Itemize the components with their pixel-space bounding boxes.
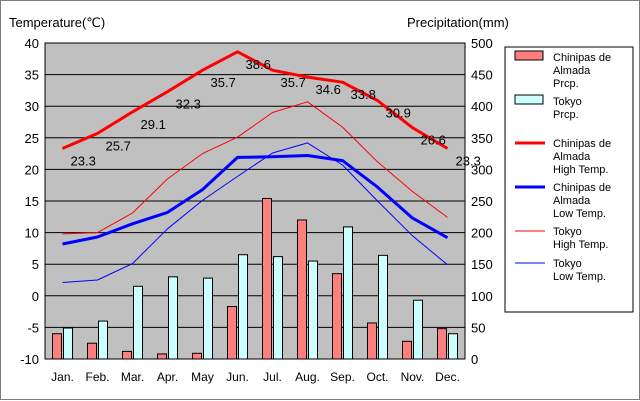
right-tick-label: 300 (471, 162, 493, 177)
x-tick-label: Oct. (366, 370, 388, 384)
right-tick-label: 250 (471, 194, 493, 209)
bar-chinipas-prcp (402, 340, 412, 360)
bar-tokyo-prcp (133, 285, 143, 360)
right-tick-label: 200 (471, 226, 493, 241)
series-line-2 (62, 101, 448, 235)
data-label: 23.3 (456, 154, 481, 169)
legend-label: Almada (553, 65, 591, 77)
legend-label: Chinipas de (553, 182, 611, 194)
x-tick-label: Apr. (157, 370, 178, 384)
bar-chinipas-prcp (157, 353, 167, 360)
legend-swatch (514, 94, 544, 105)
data-label: 35.7 (211, 75, 236, 90)
legend-label: Chinipas de (553, 138, 611, 150)
legend-label: Low Temp. (553, 208, 606, 220)
legend-label: Chinipas de (553, 52, 611, 64)
legend-label: Tokyo (553, 258, 582, 270)
plot-border (44, 42, 466, 360)
data-label: 29.1 (141, 117, 166, 132)
legend-label: Tokyo (553, 226, 582, 238)
bar-chinipas-prcp (367, 322, 377, 360)
legend-box (504, 46, 634, 313)
x-tick-label: May (191, 370, 214, 384)
right-tick-label: 50 (471, 320, 485, 335)
left-tick-label: 35 (25, 68, 39, 83)
x-tick-label: Dec. (435, 370, 460, 384)
left-tick-label: -5 (27, 320, 39, 335)
left-tick-label: 0 (32, 289, 39, 304)
series-line-0 (61, 50, 449, 150)
data-label: 34.6 (316, 82, 341, 97)
right-tick-label: 100 (471, 289, 493, 304)
data-label: 35.7 (281, 75, 306, 90)
bar-tokyo-prcp (378, 254, 388, 360)
right-axis-title: Precipitation(mm) (407, 15, 509, 30)
bar-tokyo-prcp (308, 260, 318, 360)
right-tick-label: 150 (471, 257, 493, 272)
right-tick-label: 0 (471, 352, 478, 367)
right-tick-label: 400 (471, 99, 493, 114)
legend-label: Almada (553, 151, 591, 163)
bar-tokyo-prcp (98, 320, 108, 360)
x-tick-label: Nov. (401, 370, 425, 384)
left-tick-label: 5 (32, 257, 39, 272)
legend-label: Tokyo (553, 96, 582, 108)
x-tick-label: Aug. (295, 370, 320, 384)
left-tick-label: 30 (25, 99, 39, 114)
series-line-1 (62, 154, 449, 246)
right-tick-label: 500 (471, 36, 493, 51)
bar-chinipas-prcp (437, 328, 447, 360)
data-label: 33.8 (351, 87, 376, 102)
series-line-3 (62, 142, 448, 283)
data-label: 25.7 (106, 138, 131, 153)
legend-label: Prcp. (553, 78, 579, 90)
right-tick-label: 350 (471, 131, 493, 146)
data-label: 32.3 (176, 97, 201, 112)
x-tick-label: Mar. (121, 370, 144, 384)
legend-label: Low Temp. (553, 271, 606, 283)
left-tick-label: 15 (25, 194, 39, 209)
legend-label: High Temp. (553, 239, 608, 251)
x-tick-label: Jan. (51, 370, 74, 384)
left-tick-label: 10 (25, 226, 39, 241)
bar-tokyo-prcp (238, 254, 248, 360)
x-tick-label: Jul. (263, 370, 282, 384)
left-tick-label: -10 (20, 352, 39, 367)
legend-label: Prcp. (553, 109, 579, 121)
data-label: 26.6 (421, 133, 446, 148)
bar-tokyo-prcp (273, 256, 283, 360)
legend-swatch (514, 50, 544, 61)
bar-chinipas-prcp (297, 219, 307, 360)
bar-tokyo-prcp (63, 327, 73, 360)
bar-chinipas-prcp (122, 350, 132, 360)
bar-tokyo-prcp (448, 333, 458, 360)
legend-label: High Temp. (553, 164, 608, 176)
bar-chinipas-prcp (262, 197, 272, 360)
left-tick-label: 20 (25, 162, 39, 177)
data-label: 38.6 (246, 57, 271, 72)
bar-tokyo-prcp (168, 276, 178, 360)
left-tick-label: 40 (25, 36, 39, 51)
legend-label: Almada (553, 195, 591, 207)
bar-chinipas-prcp (192, 352, 202, 360)
bar-tokyo-prcp (343, 226, 353, 360)
left-axis-title: Temperature(℃) (9, 15, 105, 30)
bar-tokyo-prcp (413, 299, 423, 360)
x-tick-label: Feb. (85, 370, 109, 384)
data-label: 23.3 (71, 154, 96, 169)
data-label: 30.9 (386, 106, 411, 121)
bar-chinipas-prcp (52, 333, 62, 360)
right-tick-label: 450 (471, 68, 493, 83)
x-tick-label: Sep. (330, 370, 355, 384)
bar-chinipas-prcp (227, 306, 237, 360)
bar-chinipas-prcp (87, 342, 97, 360)
bar-chinipas-prcp (332, 273, 342, 360)
left-tick-label: 25 (25, 131, 39, 146)
legend: Chinipas deAlmadaPrcp.TokyoPrcp.Chinipas… (504, 46, 634, 313)
bar-tokyo-prcp (203, 277, 213, 360)
x-tick-label: Jun. (226, 370, 249, 384)
